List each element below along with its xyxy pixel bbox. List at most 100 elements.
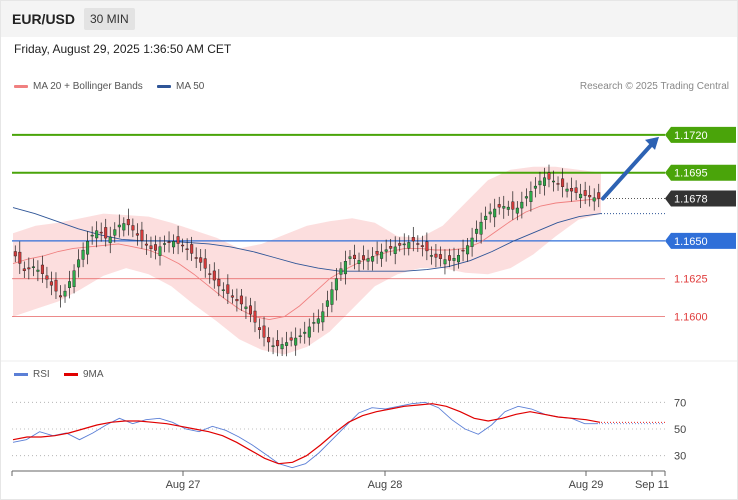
candle-body [217,279,221,287]
candle-body [583,190,587,196]
level-tag-label: 1.1625 [674,274,708,286]
level-tag-bg [665,190,736,207]
candle-body [86,240,90,255]
candle-body [122,223,126,231]
bollinger-band-area [13,166,601,355]
rsi-swatch [14,372,28,376]
candle-body [167,241,171,244]
legend-rsi: RSI [14,369,50,380]
candle-body [592,197,596,202]
candle-body [31,266,35,268]
candle-body [13,251,17,257]
candle-body [294,337,298,346]
candle-body [144,243,148,246]
candle-body [321,311,325,323]
rsi-series-rsi [12,401,598,469]
legend-9ma-label: 9MA [83,369,104,380]
candle-body [49,281,53,286]
candle-body [488,211,492,215]
candle-body [298,335,302,337]
candle-body [162,243,166,245]
legend-ma20-label: MA 20 + Bollinger Bands [33,81,143,92]
target-arrow-head [645,136,659,150]
candle-body [276,340,280,347]
candle-body [434,253,438,258]
candle-body [226,284,230,294]
candle-body [45,275,49,280]
ma50-swatch [157,84,171,88]
candle-body [67,281,71,289]
candle-body [470,237,474,247]
candle-body [36,269,40,272]
candle-body [579,193,583,199]
level-tag-label: 1.1720 [674,130,708,142]
candle-body [18,251,22,264]
candle-body [212,270,216,281]
candle-body [289,337,293,341]
candle-body [149,245,153,249]
ma20-swatch [14,84,28,88]
target-arrow-shaft [601,140,655,201]
candle-body [248,305,252,315]
x-tick-label: Sep 11 [635,479,669,491]
candle-body [239,295,243,305]
candle-body [81,249,85,260]
candle-body [153,244,157,251]
candle-body [357,260,361,264]
candle-body [565,188,569,192]
candle-body [262,325,266,338]
candle-body [181,244,185,247]
level-tag-1.1650: 1.1650 [665,232,736,249]
legend-ma50-label: MA 50 [176,81,205,92]
candle-body [524,196,528,199]
candle-body [552,180,556,183]
candle-body [348,256,352,259]
level-tag-1.1695: 1.1695 [665,164,736,181]
rsi-tick-50: 50 [674,424,686,436]
candle-body [190,244,194,254]
chart-header: EUR/USD 30 MIN [1,1,737,37]
candle-body [533,185,537,189]
candle-body [443,259,447,265]
candle-body [547,172,551,180]
candle-body [538,180,542,186]
candle-body [466,245,470,255]
candle-body [448,255,452,261]
candle-body [393,246,397,254]
candle-body [244,306,248,309]
candle-body [429,255,433,257]
level-tag-label: 1.1600 [674,312,708,324]
rsi-tick-70: 70 [674,397,686,409]
level-tag-bg [665,164,736,181]
candle-body [425,241,429,252]
candle-body [185,248,189,251]
candle-body [389,246,393,249]
candle-body [267,337,271,343]
legend-ma20: MA 20 + Bollinger Bands [14,81,143,92]
candle-body [479,221,483,235]
level-tag-label: 1.1678 [674,193,708,205]
legend-ma50: MA 50 [157,81,204,92]
candle-body [72,270,76,287]
candle-body [59,295,63,298]
x-tick-label: Aug 28 [368,479,403,491]
candle-body [339,268,343,275]
candle-body [330,289,334,305]
candle-body [176,236,180,244]
candle-body [235,299,239,302]
candle-body [230,295,234,298]
timestamp: Friday, August 29, 2025 1:36:50 AM CET [14,42,232,56]
timeframe-badge[interactable]: 30 MIN [84,8,135,30]
candle-body [199,257,203,263]
candle-body [543,177,547,186]
candle-body [343,261,347,275]
candle-body [420,245,424,247]
candle-body [475,228,479,234]
candle-body [493,208,497,218]
candle-body [303,331,307,334]
level-tag-1.1720: 1.1720 [665,126,736,143]
candle-body [457,255,461,263]
candle-body [271,345,275,347]
candle-body [402,243,406,246]
candle-body [371,256,375,262]
